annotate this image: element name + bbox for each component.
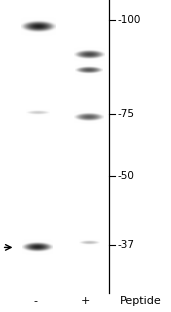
Text: -75: -75: [118, 109, 135, 119]
Text: Peptide: Peptide: [120, 296, 161, 306]
Text: -37: -37: [118, 240, 135, 250]
Text: -50: -50: [118, 171, 135, 181]
Text: -: -: [34, 296, 38, 306]
Text: -100: -100: [118, 15, 141, 25]
Text: +: +: [81, 296, 90, 306]
